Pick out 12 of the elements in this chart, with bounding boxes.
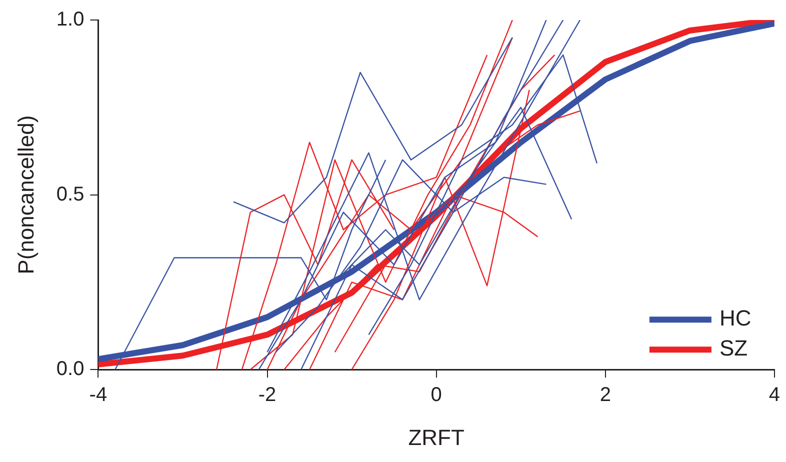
x-tick-label: -2 — [258, 384, 276, 406]
x-tick-label: -4 — [89, 384, 108, 406]
y-axis-title: P(noncancelled) — [13, 115, 38, 274]
x-axis-title: ZRFT — [408, 424, 464, 450]
y-tick-label: 0.0 — [56, 358, 84, 380]
x-tick-label: 4 — [768, 384, 780, 406]
legend-label: HC — [719, 306, 752, 331]
x-tick-label: 0 — [430, 384, 442, 406]
y-tick-label: 1.0 — [56, 8, 84, 31]
x-tick-label: 2 — [600, 384, 611, 406]
y-tick-label: 0.5 — [56, 183, 84, 206]
legend-label: SZ — [719, 336, 748, 361]
